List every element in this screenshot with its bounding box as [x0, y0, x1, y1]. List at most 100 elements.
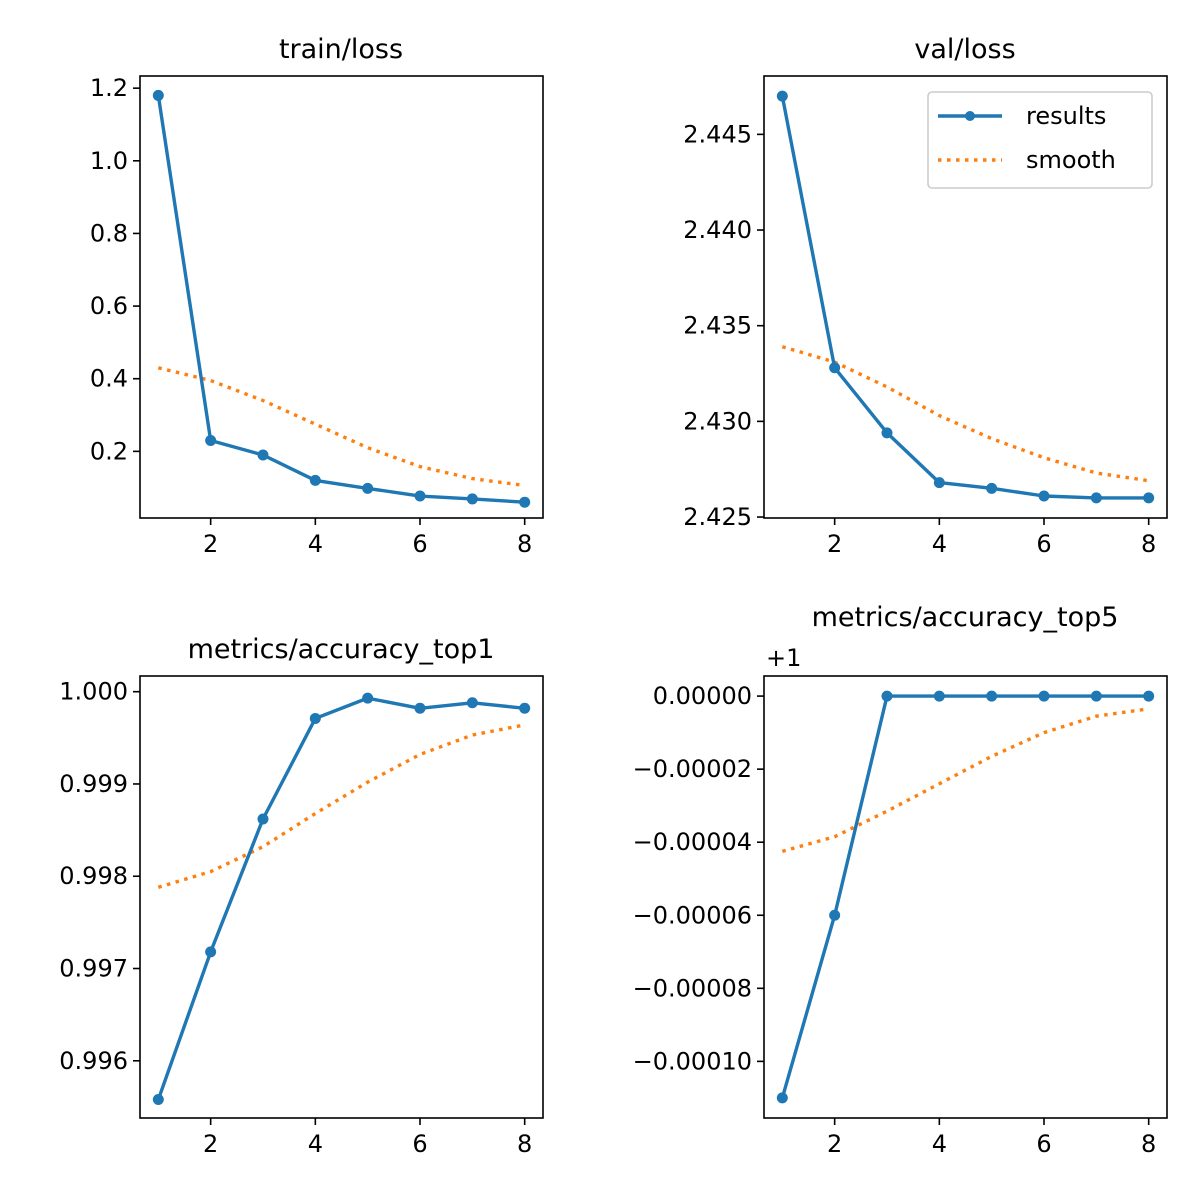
series-line-results: [780, 95, 1149, 500]
panel-train-loss: train/loss 2 4 6 8 0.2 0.4 0.6 0.8 1.0 1.2: [90, 34, 544, 558]
y-tick-label: 2.430: [683, 407, 752, 435]
panel-title: metrics/accuracy_top5: [812, 602, 1119, 633]
data-point-results: [1143, 492, 1155, 504]
x-tick-label: 6: [1036, 1130, 1051, 1158]
y-tick-label: 0.996: [59, 1047, 128, 1075]
y-tick-label: 2.435: [683, 312, 752, 340]
data-point-results: [1038, 690, 1050, 702]
y-tick-label: 0.998: [59, 862, 128, 890]
y-tick-label: −0.00006: [633, 901, 752, 929]
data-point-results: [466, 697, 478, 709]
axes-frame: [139, 675, 544, 1119]
data-point-results: [1090, 690, 1102, 702]
x-tick-label: 2: [203, 530, 218, 558]
data-point-results: [205, 434, 217, 446]
series-line-results: [156, 696, 525, 1101]
data-point-results: [829, 909, 841, 921]
data-point-results: [881, 427, 893, 439]
series-line-smooth: [781, 707, 1149, 853]
y-tick-label: 0.00000: [653, 682, 752, 710]
y-tick-label: 0.8: [90, 219, 128, 247]
legend-results-marker: [965, 111, 975, 121]
y-tick-label: 0.2: [90, 437, 128, 465]
data-point-results: [257, 813, 269, 825]
series-line-results: [156, 95, 525, 504]
data-point-results: [362, 692, 374, 704]
x-tick-label: 4: [308, 1130, 323, 1158]
plot-area: 2 4 6 8 −0.00010 −0.00008 −0.00006 −0.00004 −0.0…: [633, 675, 1168, 1158]
panel-accuracy-top5: metrics/accuracy_top5 +1 2 4 6 8 −0.00010 −0.…: [633, 602, 1168, 1158]
plot-area: 2 4 6 8 0.2 0.4 0.6 0.8 1.0 1.2: [90, 74, 544, 558]
x-tick-label: 6: [412, 530, 427, 558]
y-tick-label: 1.2: [90, 74, 128, 102]
x-tick-label: 2: [827, 1130, 842, 1158]
data-point-results: [309, 474, 321, 486]
y-tick-label: −0.00010: [633, 1047, 752, 1075]
panel-accuracy-top1: metrics/accuracy_top1 2 4 6 8 0.996 0.997 0.99…: [59, 634, 544, 1158]
data-point-results: [414, 490, 426, 502]
x-tick-label: 4: [932, 1130, 947, 1158]
axes-frame: [763, 675, 1168, 1119]
data-point-results: [414, 702, 426, 714]
panel-title: metrics/accuracy_top1: [188, 634, 495, 665]
x-tick-label: 2: [827, 530, 842, 558]
x-tick-label: 8: [517, 530, 532, 558]
x-tick-label: 8: [517, 1130, 532, 1158]
y-tick-label: 1.0: [90, 147, 128, 175]
series-line-smooth: [781, 345, 1149, 483]
axes-frame: [763, 75, 1168, 519]
x-tick-label: 8: [1141, 1130, 1156, 1158]
data-point-results: [776, 90, 788, 102]
y-tick-label: −0.00002: [633, 755, 752, 783]
panel-title: val/loss: [914, 34, 1015, 65]
legend-label-results: results: [1026, 102, 1106, 130]
data-point-results: [309, 712, 321, 724]
y-tick-label: −0.00004: [633, 828, 752, 856]
x-tick-label: 4: [308, 530, 323, 558]
y-tick-label: 0.999: [59, 770, 128, 798]
plot-area: 2 4 6 8 2.425 2.430 2.435 2.440 2.445: [683, 75, 1168, 558]
y-tick-label: 2.425: [683, 503, 752, 531]
x-tick-label: 6: [1036, 530, 1051, 558]
data-point-results: [933, 690, 945, 702]
data-point-results: [152, 89, 164, 101]
y-tick-label: 1.000: [59, 678, 128, 706]
x-tick-label: 2: [203, 1130, 218, 1158]
offset-label: +1: [766, 644, 801, 672]
data-point-results: [986, 482, 998, 494]
data-point-results: [881, 690, 893, 702]
y-tick-label: 2.445: [683, 120, 752, 148]
y-tick-label: −0.00008: [633, 974, 752, 1002]
y-tick-label: 0.997: [59, 955, 128, 983]
legend: results smooth: [927, 91, 1153, 189]
panel-val-loss: val/loss 2 4 6 8 2.425 2.430 2.435 2.440 2.445 r…: [683, 34, 1168, 558]
axes-frame: [139, 75, 544, 519]
y-tick-label: 0.4: [90, 365, 128, 393]
panel-title: train/loss: [279, 34, 403, 65]
x-tick-label: 6: [412, 1130, 427, 1158]
series-line-results: [780, 694, 1149, 1099]
data-point-results: [776, 1092, 788, 1104]
data-point-results: [466, 493, 478, 505]
data-point-results: [519, 702, 531, 714]
data-point-results: [1038, 490, 1050, 502]
data-point-results: [1143, 690, 1155, 702]
x-tick-label: 4: [932, 530, 947, 558]
series-line-smooth: [157, 366, 525, 488]
data-point-results: [1090, 492, 1102, 504]
data-point-results: [933, 477, 945, 489]
x-tick-label: 8: [1141, 530, 1156, 558]
data-point-results: [986, 690, 998, 702]
data-point-results: [152, 1094, 164, 1106]
legend-label-smooth: smooth: [1026, 146, 1116, 174]
y-tick-label: 2.440: [683, 216, 752, 244]
data-point-results: [519, 496, 531, 508]
plot-area: 2 4 6 8 0.996 0.997 0.998 0.999 1.000: [59, 675, 544, 1158]
data-point-results: [257, 449, 269, 461]
y-tick-label: 0.6: [90, 292, 128, 320]
series-line-smooth: [157, 723, 526, 889]
data-point-results: [205, 946, 217, 958]
data-point-results: [362, 482, 374, 494]
data-point-results: [829, 362, 841, 374]
